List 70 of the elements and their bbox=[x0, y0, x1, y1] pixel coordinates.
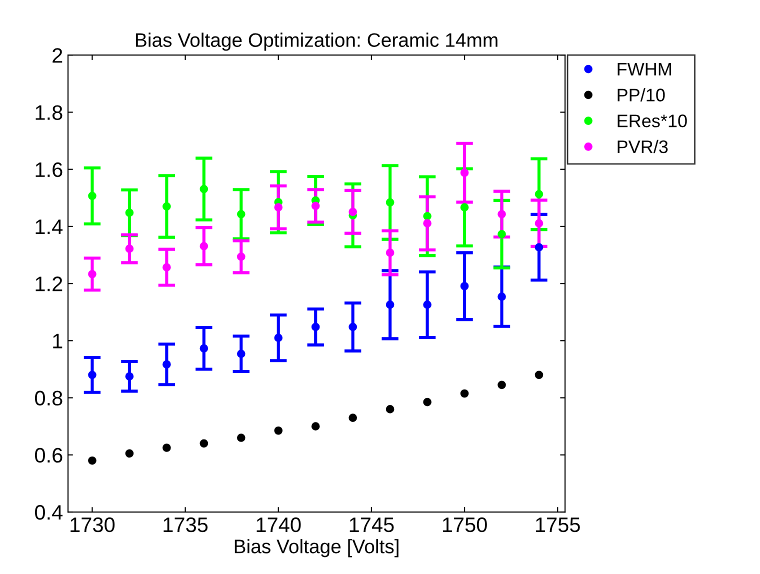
y-tick-label: 0.6 bbox=[35, 448, 62, 463]
x-tick-label: 1740 bbox=[256, 517, 301, 532]
legend-label: FWHM bbox=[618, 62, 671, 76]
point bbox=[423, 398, 432, 406]
point bbox=[423, 300, 432, 309]
point bbox=[125, 208, 134, 217]
chart-title: Bias Voltage Optimization: Ceramic 14mm bbox=[136, 32, 498, 51]
x-tick-label: 1730 bbox=[70, 517, 115, 532]
point bbox=[125, 449, 134, 458]
point bbox=[498, 210, 506, 218]
point bbox=[348, 208, 358, 216]
point bbox=[311, 422, 320, 431]
y-tick-label: 1.6 bbox=[36, 162, 62, 178]
point bbox=[236, 434, 246, 442]
point bbox=[460, 282, 469, 290]
point bbox=[460, 389, 469, 398]
x-tick-label: 1735 bbox=[164, 517, 208, 532]
point bbox=[386, 248, 394, 257]
point bbox=[423, 219, 432, 228]
y-tick-label: 1.8 bbox=[36, 105, 62, 120]
y-tick-label: 1.2 bbox=[36, 276, 62, 292]
point bbox=[236, 210, 246, 218]
point bbox=[274, 334, 283, 342]
point bbox=[423, 212, 432, 220]
point bbox=[498, 230, 506, 238]
point bbox=[162, 444, 171, 452]
point bbox=[200, 184, 208, 194]
point bbox=[534, 370, 544, 380]
point bbox=[311, 322, 320, 332]
point bbox=[534, 243, 544, 252]
point bbox=[386, 300, 394, 309]
point bbox=[460, 168, 469, 177]
point bbox=[534, 190, 544, 198]
point bbox=[498, 292, 506, 301]
point bbox=[274, 426, 283, 435]
point bbox=[498, 380, 506, 390]
legend-label: ERes*10 bbox=[618, 114, 687, 128]
y-tick-label: 1.4 bbox=[36, 220, 63, 234]
point bbox=[534, 219, 544, 228]
point bbox=[200, 242, 208, 250]
point bbox=[88, 370, 96, 380]
point bbox=[236, 252, 246, 261]
point bbox=[88, 456, 96, 465]
point bbox=[200, 439, 208, 448]
x-tick-label: 1755 bbox=[536, 518, 580, 532]
legend-label: PVR/3 bbox=[618, 140, 668, 154]
point bbox=[274, 203, 283, 212]
point bbox=[311, 202, 320, 210]
point bbox=[386, 405, 394, 414]
point bbox=[348, 322, 358, 332]
point bbox=[460, 203, 469, 212]
x-tick-label: 1745 bbox=[350, 518, 394, 532]
x-tick-label: 1750 bbox=[442, 517, 487, 532]
point bbox=[386, 198, 394, 207]
point bbox=[348, 414, 358, 422]
point bbox=[88, 192, 96, 200]
point bbox=[162, 202, 171, 211]
point bbox=[236, 350, 246, 358]
x-axis-title: Bias Voltage [Volts] bbox=[234, 539, 398, 558]
y-tick-label: 2 bbox=[52, 48, 62, 63]
point bbox=[162, 263, 171, 272]
point bbox=[125, 244, 134, 253]
y-tick-label: 0.8 bbox=[35, 390, 62, 406]
point bbox=[125, 372, 134, 381]
y-tick-label: 0.4 bbox=[35, 505, 63, 520]
y-tick-label: 1 bbox=[53, 334, 62, 348]
legend-label: PP/10 bbox=[618, 88, 665, 102]
point bbox=[162, 360, 171, 369]
point bbox=[88, 270, 96, 278]
point bbox=[200, 344, 208, 353]
